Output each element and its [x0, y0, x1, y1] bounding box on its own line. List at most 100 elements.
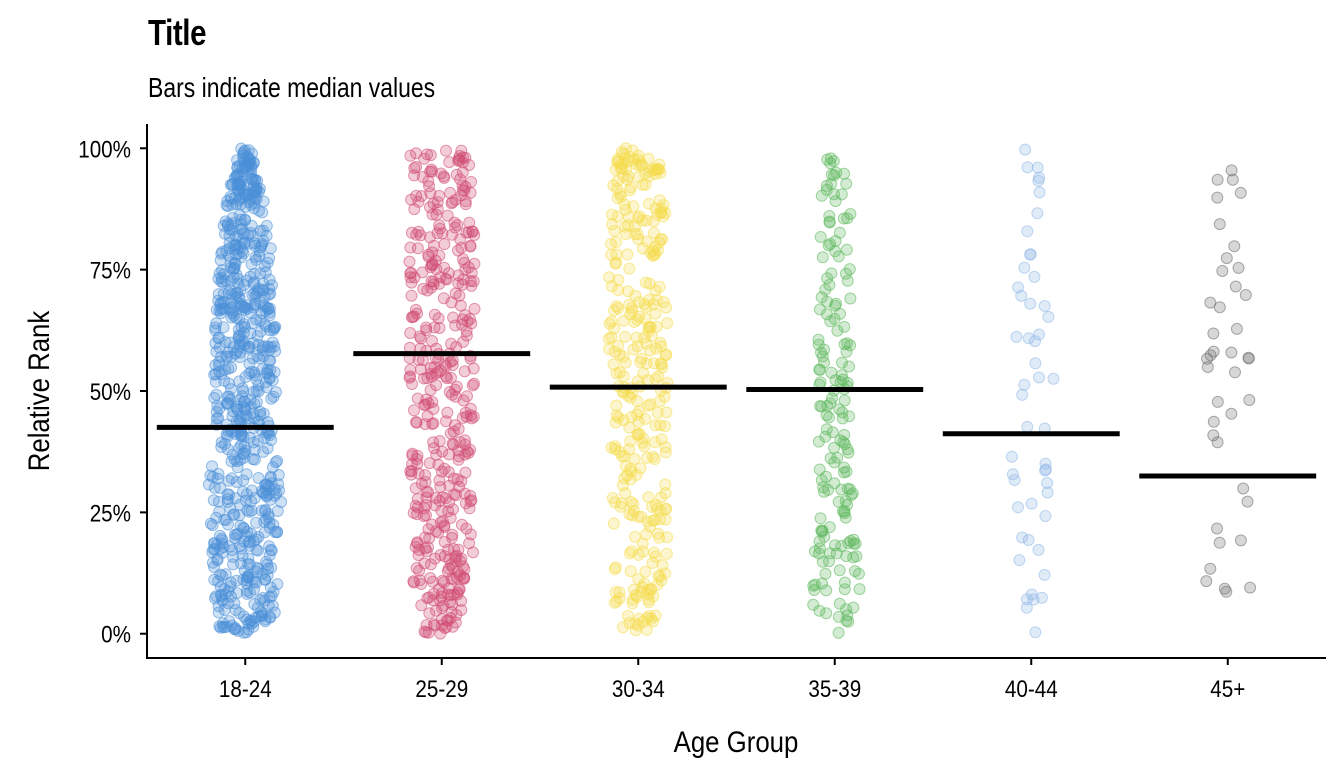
data-point: [632, 233, 645, 246]
data-point: [424, 384, 437, 397]
data-point: [1211, 395, 1224, 408]
data-point: [1216, 265, 1229, 277]
series-40-44: [1005, 143, 1060, 639]
data-point: [1025, 588, 1038, 601]
data-point: [1019, 143, 1032, 156]
data-point: [233, 509, 246, 522]
y-tick-label: 100%: [78, 136, 131, 163]
data-point: [259, 478, 271, 491]
data-point: [820, 179, 833, 192]
data-point: [430, 448, 443, 461]
data-point: [208, 391, 221, 404]
data-point: [647, 249, 659, 262]
data-point: [823, 279, 836, 291]
data-point: [221, 493, 234, 506]
data-point: [658, 390, 671, 403]
data-point: [643, 170, 656, 183]
data-point: [1020, 601, 1033, 614]
data-point: [1228, 240, 1241, 253]
data-point: [645, 583, 658, 596]
data-point: [1016, 388, 1029, 401]
data-point: [420, 491, 433, 504]
data-point: [219, 336, 232, 349]
data-point: [228, 261, 241, 274]
data-point: [412, 195, 425, 208]
data-point: [619, 330, 631, 343]
data-point: [610, 300, 623, 313]
data-point: [639, 413, 652, 425]
data-point: [617, 350, 630, 363]
data-point: [410, 147, 422, 160]
data-point: [460, 329, 473, 342]
chart-title: Title: [148, 12, 207, 53]
data-point: [230, 312, 243, 325]
data-point: [240, 626, 253, 639]
data-point: [1225, 346, 1238, 359]
data-point: [254, 593, 267, 606]
data-point: [246, 484, 258, 497]
data-point: [825, 168, 838, 181]
data-point: [1207, 327, 1220, 340]
data-point: [260, 555, 273, 568]
data-point: [651, 406, 664, 419]
data-point: [652, 569, 665, 582]
data-point: [219, 588, 232, 601]
data-point: [1211, 436, 1224, 449]
data-point: [852, 567, 865, 580]
data-point: [659, 420, 672, 433]
data-point: [837, 436, 850, 448]
y-tick-label: 75%: [90, 257, 131, 284]
data-point: [431, 196, 444, 209]
data-point: [443, 386, 456, 398]
data-point: [272, 478, 285, 491]
data-point: [404, 241, 417, 254]
data-point: [654, 233, 667, 246]
data-point: [234, 213, 247, 226]
data-point: [245, 617, 258, 630]
data-point: [206, 471, 219, 483]
data-point: [466, 379, 479, 392]
data-point: [618, 450, 631, 463]
data-point: [634, 462, 647, 475]
data-point: [462, 261, 475, 274]
data-point: [424, 165, 437, 178]
data-point: [447, 472, 460, 485]
data-point: [423, 231, 436, 244]
data-point: [833, 564, 846, 577]
points-layer: [202, 142, 1257, 640]
data-point: [213, 359, 226, 372]
data-point: [636, 178, 649, 191]
data-point: [261, 442, 274, 455]
data-point: [640, 528, 653, 541]
data-point: [833, 403, 846, 416]
data-point: [846, 487, 859, 500]
data-point: [419, 509, 432, 522]
data-point: [1204, 349, 1217, 362]
data-point: [840, 177, 853, 190]
data-point: [420, 545, 433, 558]
data-point: [249, 239, 261, 252]
data-point: [659, 349, 672, 362]
data-point: [426, 259, 439, 272]
data-point: [459, 466, 472, 479]
data-point: [631, 313, 644, 326]
data-point: [202, 478, 215, 491]
data-point: [825, 267, 838, 280]
data-point: [838, 576, 851, 589]
data-point: [223, 249, 235, 262]
data-point: [652, 370, 665, 383]
y-tick-label: 50%: [90, 379, 131, 406]
data-point: [440, 273, 453, 286]
data-point: [452, 277, 465, 290]
data-point: [444, 589, 457, 602]
data-point: [222, 377, 235, 390]
data-point: [609, 443, 622, 456]
data-point: [238, 447, 251, 460]
data-point: [1220, 252, 1233, 265]
data-point: [248, 583, 260, 596]
data-point: [1204, 296, 1217, 309]
data-point: [215, 247, 228, 260]
data-point: [652, 527, 665, 540]
data-point: [610, 367, 623, 380]
